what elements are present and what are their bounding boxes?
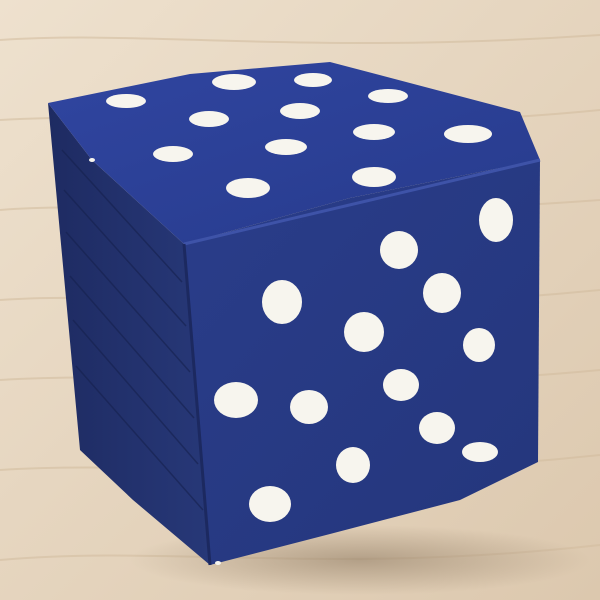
top-dot (280, 103, 320, 119)
top-dot (106, 94, 146, 108)
front-dot (214, 382, 258, 418)
left-face-wood-lines (61, 149, 204, 511)
top-dot (352, 167, 396, 187)
cube-edge-top (183, 158, 541, 246)
front-dot (344, 312, 384, 352)
top-dot (265, 139, 307, 155)
front-dot (479, 198, 513, 242)
front-dot (215, 561, 221, 565)
front-dot (290, 390, 328, 424)
top-dot (444, 125, 492, 143)
cube-left-face (48, 103, 210, 565)
front-dot (383, 369, 419, 401)
top-dot (89, 158, 95, 162)
front-dot (336, 447, 370, 483)
front-dot (262, 280, 302, 324)
front-face-dots (214, 198, 513, 565)
front-dot (380, 231, 418, 269)
top-dot (368, 89, 408, 103)
cube-edge-vertical (182, 243, 212, 566)
top-dot (153, 146, 193, 162)
cube-front-face (184, 160, 540, 565)
top-dot (294, 73, 332, 87)
top-dot (189, 111, 229, 127)
front-dot (463, 328, 495, 362)
top-dot (226, 178, 270, 198)
top-dot (353, 124, 395, 140)
front-dot (249, 486, 291, 522)
top-dot (212, 74, 256, 90)
top-face-dots (89, 73, 492, 198)
front-dot (462, 442, 498, 462)
front-dot (423, 273, 461, 313)
front-dot (419, 412, 455, 444)
